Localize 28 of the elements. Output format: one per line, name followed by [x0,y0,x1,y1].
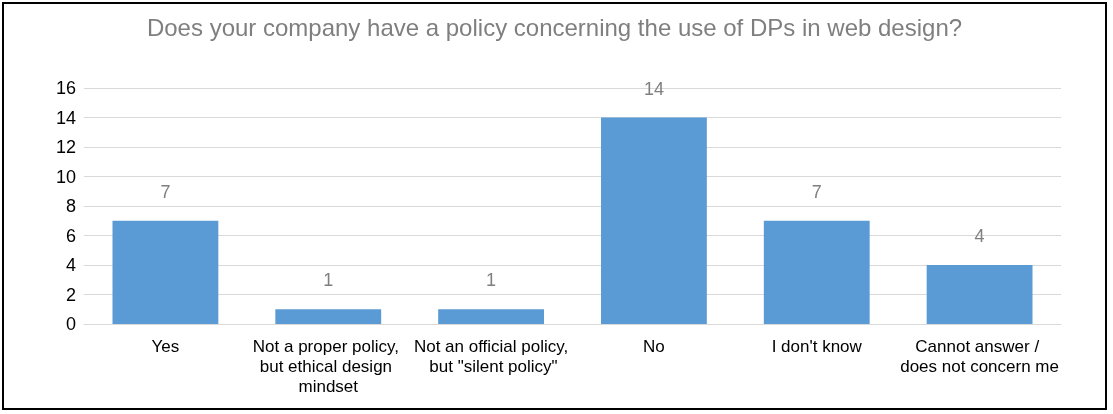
y-tick-label: 10 [55,166,76,187]
data-label: 4 [974,226,985,246]
x-tick-label: I don't know [771,336,863,356]
bar [275,309,382,324]
y-tick-label: 2 [65,284,76,305]
bar [112,220,219,324]
bar [763,220,870,324]
bar [926,265,1033,324]
y-tick-label: 4 [65,255,76,275]
x-tick-label: Not an official policy, but "silent policy" [413,336,569,376]
x-tick-label: Cannot answer / does not concern me [900,336,1059,376]
data-label: 7 [811,181,822,202]
data-label: 1 [323,270,334,291]
data-label: 1 [486,270,497,291]
y-tick-label: 16 [55,78,76,98]
data-label: 7 [160,181,171,202]
y-tick-label: 14 [55,107,76,128]
y-tick-label: 0 [65,314,76,334]
x-tick-label: Not a proper policy, but ethical design mindset [252,336,404,396]
data-label: 14 [643,78,664,99]
bar [601,117,707,324]
x-tick-label: Yes [151,336,180,356]
y-tick-label: 12 [55,137,76,157]
y-tick-label: 8 [65,196,76,216]
chart-title: Does your company have a policy concerning the use of DPs in web design? [146,13,963,41]
x-tick-label: No [643,336,665,356]
y-tick-label: 6 [65,225,76,246]
bar [438,309,544,324]
